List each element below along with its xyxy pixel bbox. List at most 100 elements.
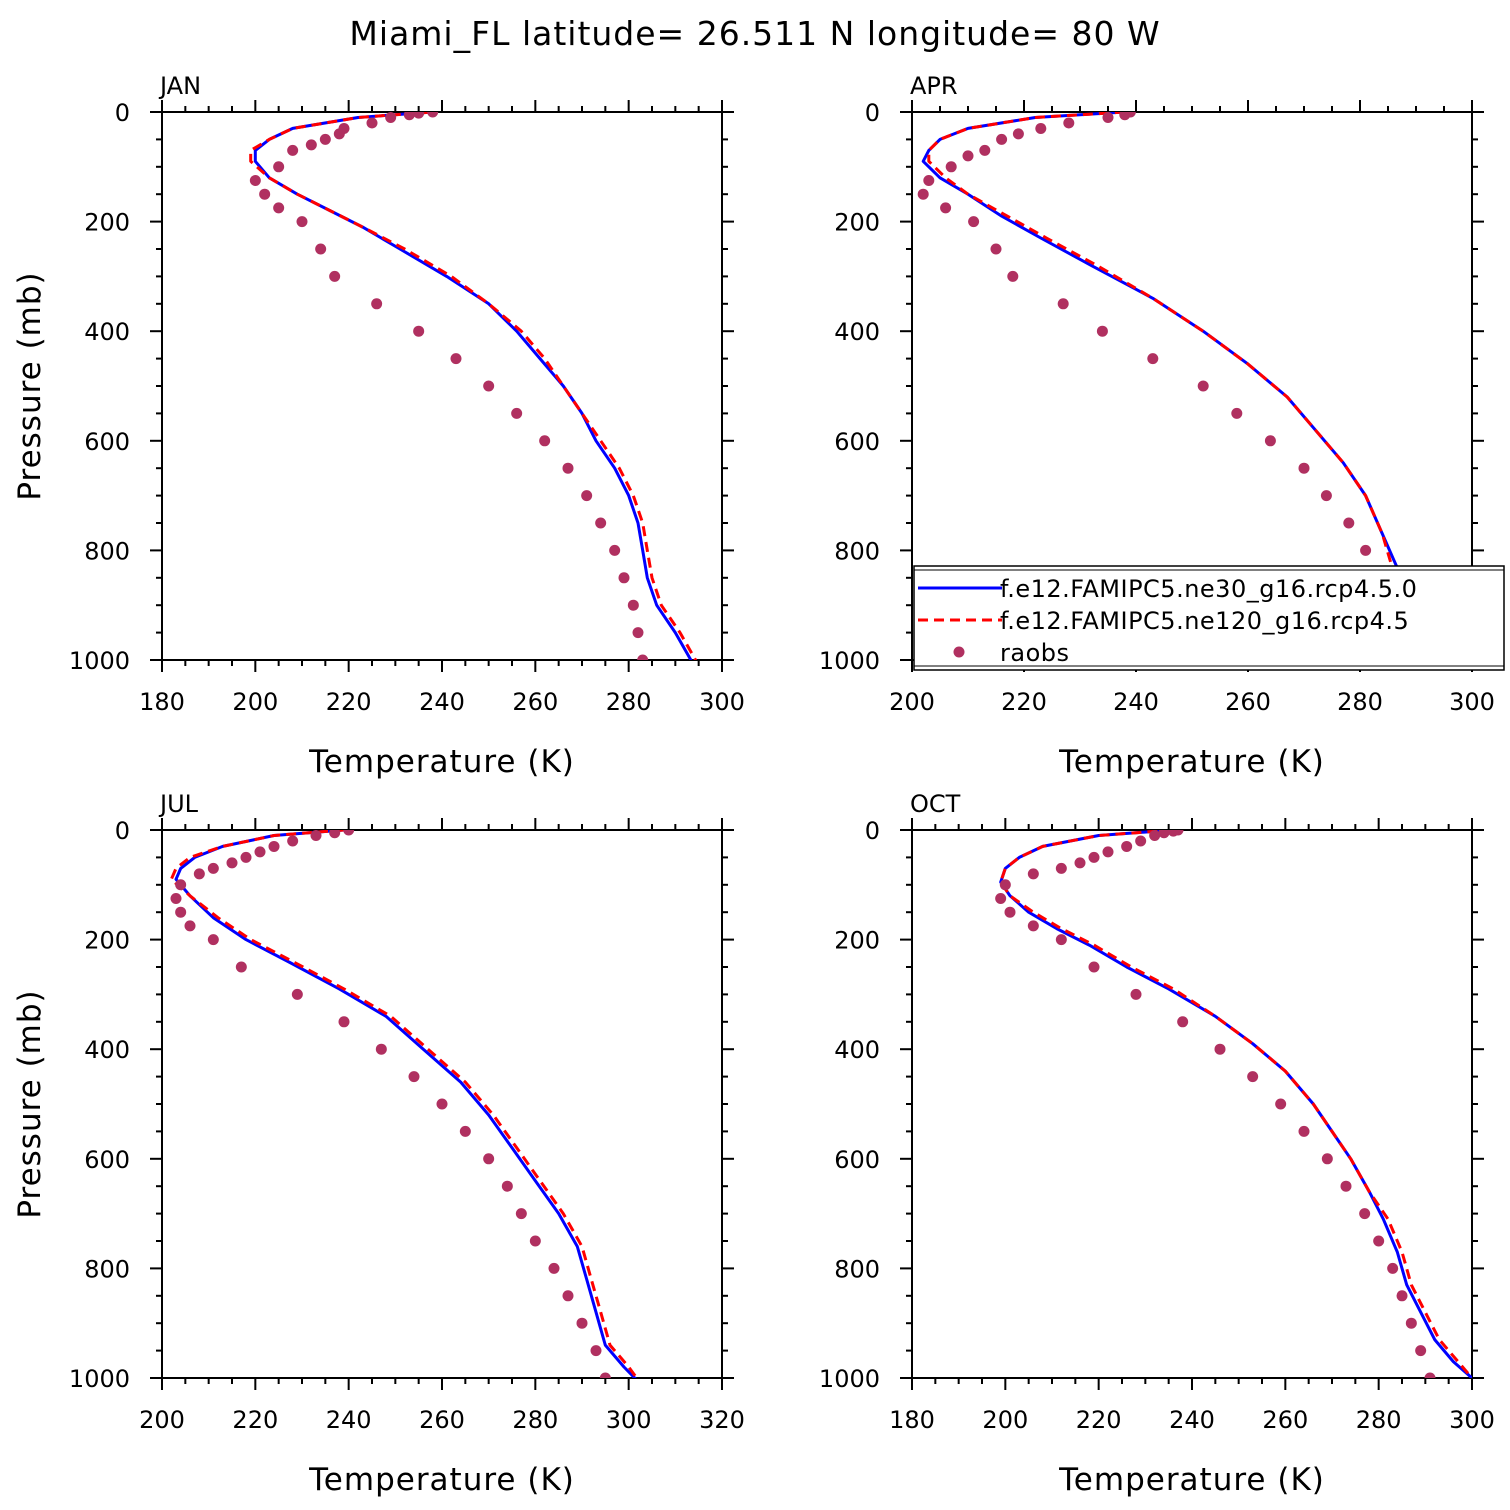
obs-point	[319, 133, 331, 145]
obs-point	[511, 407, 523, 419]
x-tick-label: 280	[512, 1406, 558, 1434]
x-tick-label: 260	[419, 1406, 465, 1434]
obs-point	[1088, 851, 1100, 863]
obs-point	[375, 1043, 387, 1055]
plot-frame	[161, 111, 723, 661]
obs-point	[291, 988, 303, 1000]
x-axis-label: Temperature (K)	[308, 744, 575, 780]
obs-point	[1415, 1345, 1427, 1357]
obs-point	[254, 846, 266, 858]
obs-point	[459, 1125, 471, 1137]
obs-point	[450, 353, 462, 365]
y-tick-label: 400	[834, 1036, 880, 1064]
x-tick-label: 260	[1262, 1406, 1308, 1434]
obs-point	[1373, 1235, 1385, 1247]
obs-point	[1147, 353, 1159, 365]
x-tick-label: 200	[139, 1406, 185, 1434]
panel-jul: 200 220 240 260 280 300 320 0 200 400 600 800 1000 JU…	[12, 790, 745, 1498]
obs-point	[240, 851, 252, 863]
obs-point	[1177, 1016, 1189, 1028]
obs-point	[1121, 840, 1133, 852]
obs-point	[413, 112, 425, 119]
obs-point	[268, 840, 280, 852]
plot-frame	[911, 829, 1473, 1379]
obs-point	[637, 654, 649, 660]
y-tick-label: 600	[84, 428, 130, 456]
obs-point	[627, 599, 639, 611]
obs-point	[249, 175, 261, 186]
series-line-ne120	[169, 830, 639, 1378]
x-tick-label: 180	[139, 688, 185, 716]
obs-point	[1167, 830, 1179, 837]
figure-title: Miami_FL latitude= 26.511 N longitude= 8…	[349, 14, 1161, 53]
obs-point	[1387, 1262, 1399, 1274]
y-tick-label: 800	[834, 1255, 880, 1283]
panel-title: OCT	[910, 790, 961, 818]
obs-point	[917, 188, 929, 200]
obs-point	[1321, 1153, 1333, 1165]
panel-jan: 180 200 220 240 260 280 300 0 200 400 600 800 1000 JA…	[12, 72, 745, 780]
x-tick-label: 200	[982, 1406, 1028, 1434]
obs-point	[548, 1262, 560, 1274]
obs-point	[999, 879, 1011, 891]
obs-point	[1074, 857, 1086, 869]
obs-point	[1158, 830, 1170, 839]
x-tick-label: 280	[606, 688, 652, 716]
obs-point	[1102, 846, 1114, 858]
obs-point	[483, 1153, 495, 1165]
x-tick-label: 220	[1001, 688, 1047, 716]
series-line-ne120	[927, 112, 1453, 660]
x-tick-label: 260	[1225, 688, 1271, 716]
y-tick-label: 400	[84, 318, 130, 346]
obs-point	[1096, 325, 1108, 337]
panel-title: JAN	[158, 72, 201, 100]
series-group	[917, 112, 1459, 660]
obs-point	[273, 202, 285, 214]
y-tick-label: 800	[84, 1255, 130, 1283]
obs-point	[273, 161, 285, 173]
series-line-ne30	[174, 830, 637, 1378]
x-tick-label: 180	[889, 1406, 935, 1434]
obs-point	[1055, 934, 1067, 946]
legend-box	[913, 565, 1505, 671]
obs-point	[1004, 906, 1016, 918]
obs-point	[310, 830, 322, 841]
panel-apr: 200 220 240 260 280 300 0 200 400 600 800 1000 APR Te…	[819, 72, 1495, 780]
x-tick-label: 220	[1076, 1406, 1122, 1434]
obs-point	[1007, 270, 1019, 282]
obs-point	[1119, 112, 1131, 121]
obs-point	[287, 835, 299, 847]
y-tick-label: 1000	[69, 647, 130, 675]
obs-point	[562, 462, 574, 474]
x-tick-label: 300	[699, 688, 745, 716]
y-tick-label: 600	[834, 1146, 880, 1174]
x-tick-label: 320	[699, 1406, 745, 1434]
y-tick-label: 400	[834, 318, 880, 346]
obs-point	[343, 830, 355, 836]
obs-point	[427, 112, 439, 118]
panel-title: APR	[910, 72, 958, 100]
x-tick-label: 240	[1169, 1406, 1215, 1434]
panel-oct: 180 200 220 240 260 280 300 0 200 400 600 800 1000 OC…	[819, 790, 1495, 1498]
obs-point	[175, 906, 187, 918]
panel-title: JUL	[158, 790, 199, 818]
obs-point	[581, 490, 593, 502]
obs-point	[595, 517, 607, 529]
obs-point	[1405, 1317, 1417, 1329]
obs-point	[1359, 1208, 1371, 1220]
obs-point	[1055, 862, 1067, 874]
obs-point	[226, 857, 238, 869]
obs-point	[408, 1071, 420, 1083]
obs-point	[305, 139, 317, 151]
obs-point	[1298, 1125, 1310, 1137]
obs-point	[296, 216, 308, 228]
y-tick-label: 1000	[69, 1365, 130, 1393]
y-axis-label: Pressure (mb)	[12, 989, 48, 1218]
obs-point	[170, 893, 182, 904]
obs-point	[1298, 462, 1310, 474]
obs-point	[333, 128, 345, 140]
obs-point	[366, 117, 378, 129]
legend-label: f.e12.FAMIPC5.ne30_g16.rcp4.5.0	[1000, 575, 1417, 603]
y-tick-label: 200	[834, 209, 880, 237]
x-tick-label: 200	[232, 688, 278, 716]
